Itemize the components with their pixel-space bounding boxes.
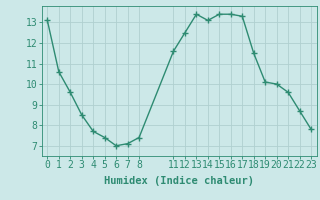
X-axis label: Humidex (Indice chaleur): Humidex (Indice chaleur) bbox=[104, 176, 254, 186]
